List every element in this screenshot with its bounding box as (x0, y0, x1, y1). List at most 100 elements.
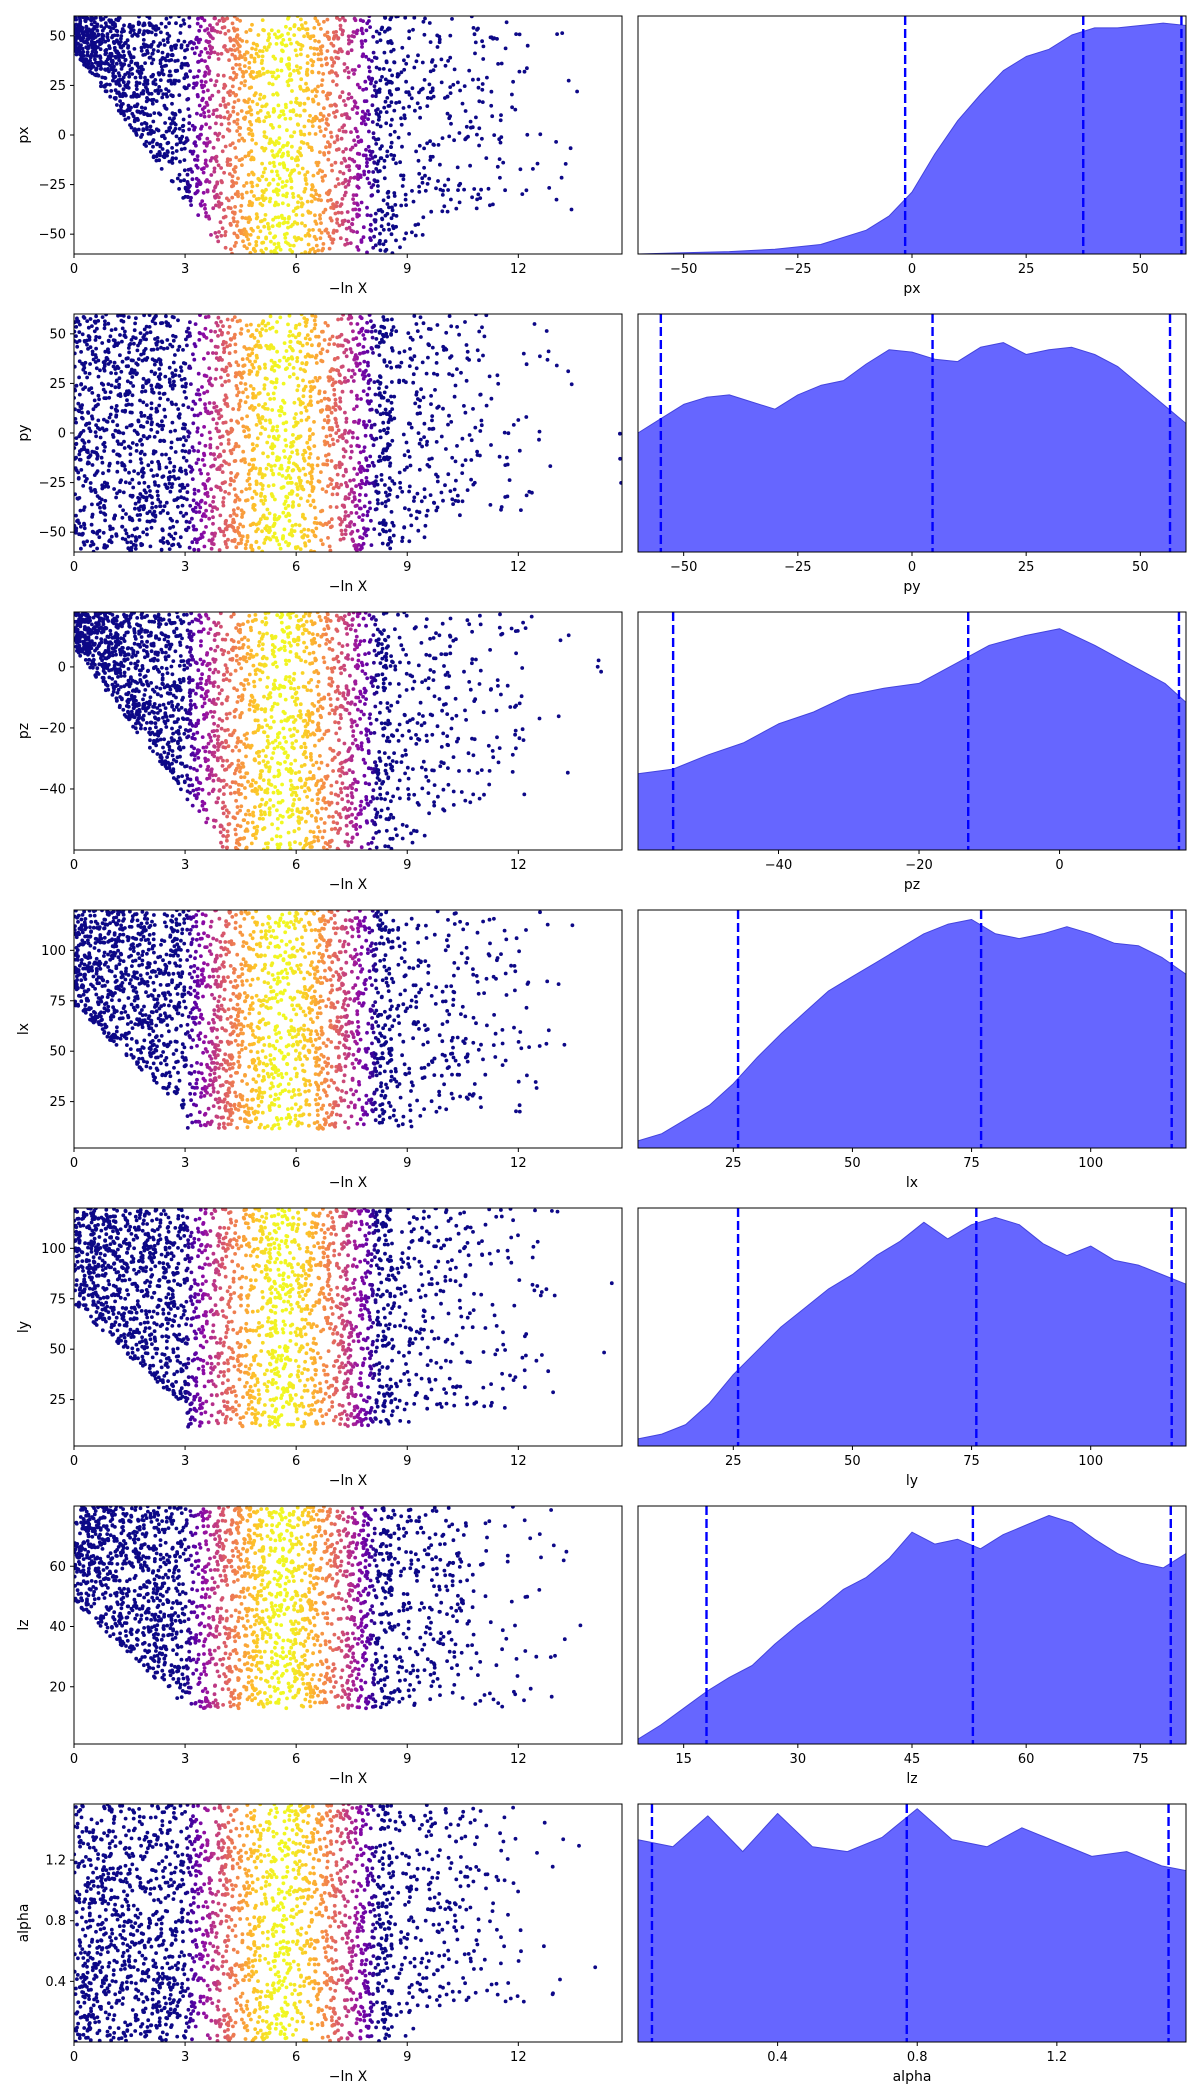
scatter-px-point (355, 151, 360, 156)
scatter-py-point (270, 494, 275, 499)
scatter-py-point (303, 516, 307, 521)
scatter-px-point (249, 128, 254, 133)
scatter-px-point (420, 86, 425, 91)
scatter-py-point (156, 484, 161, 488)
scatter-px-point (283, 236, 288, 240)
scatter-px-point (191, 85, 196, 90)
scatter-py-point (152, 519, 157, 523)
scatter-px-point (157, 158, 162, 163)
scatter-px-point (351, 30, 356, 34)
scatter-px-point (440, 136, 445, 141)
scatter-px-point (199, 203, 204, 208)
scatter-py-point (338, 465, 342, 470)
scatter-py-point (426, 327, 431, 331)
scatter-px-point (311, 59, 316, 64)
scatter-px-point (489, 103, 494, 108)
scatter-px-point (355, 245, 360, 249)
scatter-py-point (355, 364, 359, 368)
scatter-py-point (101, 387, 106, 392)
scatter-py-point (153, 321, 158, 326)
scatter-py-point (79, 350, 83, 354)
scatter-py-point (108, 538, 112, 543)
scatter-py-point (133, 321, 138, 326)
scatter-px-point (367, 65, 371, 70)
scatter-py-point (243, 400, 248, 405)
scatter-py-point (167, 470, 172, 474)
scatter-py-point (218, 408, 223, 412)
scatter-py-point (126, 389, 131, 394)
scatter-py-point (268, 314, 273, 319)
scatter-px-point (267, 114, 272, 119)
scatter-px-point (159, 167, 164, 171)
scatter-py-point (444, 330, 449, 335)
scatter-px-point (137, 30, 142, 35)
scatter-py-point (202, 425, 207, 429)
scatter-py-point (95, 456, 99, 461)
scatter-py-point (122, 446, 127, 450)
scatter-px-point (281, 112, 286, 117)
scatter-py-point (380, 337, 384, 342)
scatter-px-point (247, 60, 252, 65)
scatter-px-point (311, 228, 315, 232)
scatter-px-point (106, 38, 111, 43)
scatter-px-point (363, 122, 368, 127)
scatter-px-point (373, 211, 378, 216)
scatter-px-point (218, 103, 223, 108)
scatter-py-point (178, 466, 183, 471)
scatter-py-point (103, 512, 108, 517)
scatter-py-point (390, 317, 394, 322)
scatter-py-point (261, 501, 266, 506)
scatter-px-point (428, 158, 433, 162)
scatter-px-point (238, 209, 243, 213)
scatter-px-point (394, 87, 399, 92)
scatter-py-point (449, 420, 454, 424)
scatter-px-point (306, 96, 311, 101)
scatter-py-point (452, 394, 457, 399)
scatter-px-point (285, 191, 289, 196)
scatter-py-point (118, 504, 122, 508)
scatter-py-point (258, 431, 263, 436)
scatter-py-point (102, 326, 107, 331)
scatter-py-point (379, 478, 384, 482)
scatter-py-point (263, 494, 267, 499)
scatter-px-point (378, 231, 382, 236)
scatter-py-point (82, 526, 87, 531)
scatter-px-point (338, 236, 343, 241)
scatter-px-point (349, 228, 354, 233)
scatter-py-point (506, 431, 511, 436)
scatter-px-point (495, 164, 500, 169)
scatter-px-point (298, 66, 303, 70)
scatter-px-point (391, 226, 396, 231)
scatter-py-point (266, 454, 270, 459)
scatter-px-point (89, 16, 94, 20)
scatter-py-point (108, 334, 113, 339)
scatter-py-point (162, 504, 167, 509)
scatter-px-point (116, 79, 121, 84)
scatter-px-point (196, 60, 200, 64)
scatter-py-point (302, 448, 307, 453)
scatter-py-point (348, 478, 352, 483)
scatter-px-point (200, 98, 205, 103)
scatter-py-point (396, 364, 401, 369)
scatter-px-point (456, 80, 460, 85)
scatter-py-point (276, 516, 281, 521)
scatter-py-point (139, 352, 144, 357)
scatter-py-point (197, 338, 202, 342)
scatter-py-point (375, 498, 380, 502)
scatter-py-point (111, 449, 116, 453)
scatter-px-point (272, 242, 277, 246)
scatter-py-point (434, 472, 438, 477)
scatter-px-point (112, 64, 116, 69)
scatter-px-point (251, 76, 256, 80)
scatter-px-point (371, 170, 376, 174)
scatter-py-point (189, 465, 194, 470)
scatter-py-point (105, 481, 110, 486)
scatter-px-point (202, 114, 207, 119)
scatter-px-point (404, 61, 409, 66)
scatter-px-point (365, 157, 369, 161)
scatter-py-point (113, 327, 118, 332)
scatter-py-point (244, 347, 249, 351)
scatter-py-point (231, 407, 236, 411)
scatter-py-point (320, 508, 325, 513)
scatter-px-point (167, 34, 172, 38)
